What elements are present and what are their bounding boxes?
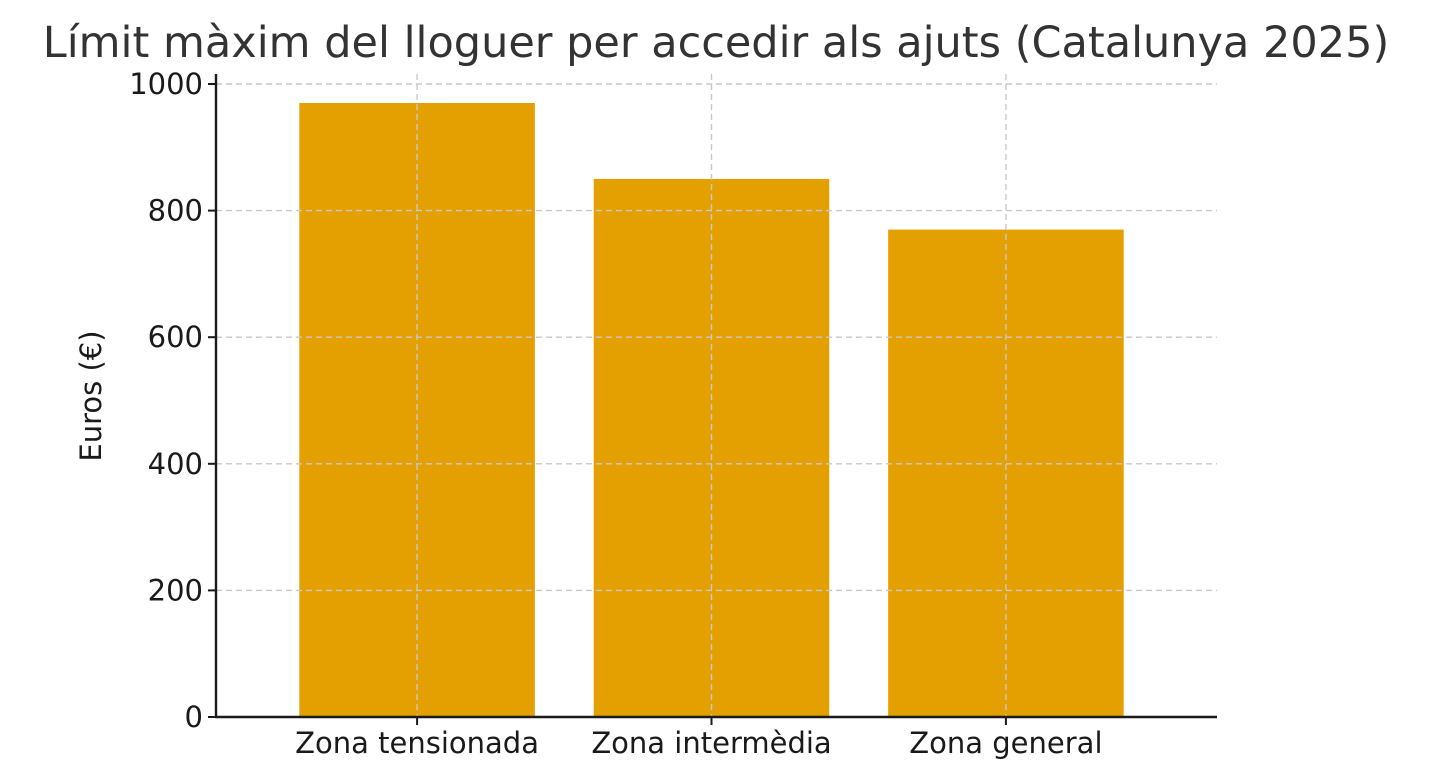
x-tick-label: Zona intermèdia bbox=[591, 726, 831, 760]
axes bbox=[214, 74, 1217, 719]
y-tick-label: 800 bbox=[148, 194, 203, 228]
y-tick-label: 400 bbox=[148, 447, 203, 481]
tick-labels: 0 200 400 600 800 1000 Zona tensionada Zona int… bbox=[129, 67, 1102, 760]
chart-title: Límit màxim del lloguer per accedir als … bbox=[43, 18, 1389, 68]
y-tick-label: 600 bbox=[148, 320, 203, 354]
bar bbox=[888, 229, 1124, 717]
y-axis-label: Euros (€) bbox=[74, 330, 108, 461]
x-tick-label: Zona general bbox=[909, 726, 1102, 760]
y-tick-label: 1000 bbox=[129, 67, 203, 101]
y-tick-label: 200 bbox=[148, 573, 203, 607]
y-tick-label: 0 bbox=[185, 700, 203, 734]
grid-lines bbox=[216, 74, 1217, 718]
x-tick-label: Zona tensionada bbox=[295, 726, 539, 760]
